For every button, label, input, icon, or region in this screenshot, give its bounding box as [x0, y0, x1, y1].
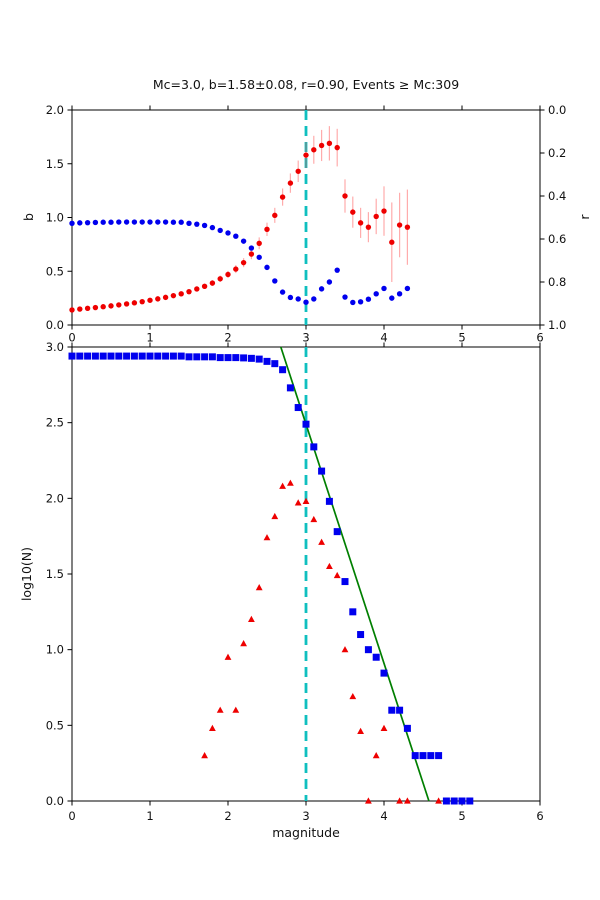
svg-text:4: 4	[380, 331, 387, 345]
svg-text:2: 2	[224, 809, 231, 823]
bottom-axes: 0 1 2 3 4 5 6 0.0 0.5 1.0 1.5 2.0 2.5 3.0	[46, 340, 544, 823]
svg-text:2: 2	[224, 331, 231, 345]
svg-text:6: 6	[536, 809, 543, 823]
svg-text:5: 5	[458, 331, 465, 345]
svg-text:0.0: 0.0	[548, 103, 566, 117]
svg-text:4: 4	[380, 809, 387, 823]
r-value-series	[69, 219, 411, 306]
svg-text:1.5: 1.5	[46, 157, 64, 171]
svg-text:1.0: 1.0	[46, 211, 64, 225]
svg-text:3: 3	[302, 809, 309, 823]
svg-text:0.4: 0.4	[548, 189, 566, 203]
svg-text:1: 1	[146, 331, 153, 345]
cumulative-series	[68, 352, 474, 805]
top-plot: 0 1 2 3 4 5 6 0.0 0.5 1.0 1.5 2.0 0.0 0.2 0.4 0.6 0.8 1.0	[46, 103, 567, 345]
svg-text:2.5: 2.5	[46, 416, 64, 430]
svg-text:2.0: 2.0	[46, 103, 64, 117]
svg-text:3: 3	[302, 331, 309, 345]
chart-title: Mc=3.0, b=1.58±0.08, r=0.90, Events ≥ Mc…	[152, 77, 460, 92]
svg-text:1: 1	[146, 809, 153, 823]
svg-text:1.0: 1.0	[548, 318, 566, 332]
b-value-series	[69, 140, 411, 313]
svg-text:6: 6	[536, 331, 543, 345]
svg-text:1.5: 1.5	[46, 567, 64, 581]
incremental-series	[201, 479, 442, 804]
svg-text:2.0: 2.0	[46, 491, 64, 505]
gr-fit-line	[279, 346, 430, 802]
svg-text:0.5: 0.5	[46, 264, 64, 278]
svg-text:0: 0	[68, 331, 75, 345]
svg-text:5: 5	[458, 809, 465, 823]
y-axis-label-b: b	[20, 213, 36, 221]
svg-text:0: 0	[68, 809, 75, 823]
svg-text:0.5: 0.5	[46, 718, 64, 732]
svg-text:0.8: 0.8	[548, 275, 566, 289]
svg-text:0.0: 0.0	[46, 318, 64, 332]
svg-text:0.6: 0.6	[548, 232, 566, 246]
svg-text:3.0: 3.0	[46, 340, 64, 354]
x-axis-label-magnitude: magnitude	[272, 825, 340, 840]
y-axis-label-r: r	[576, 214, 592, 220]
svg-text:1.0: 1.0	[46, 643, 64, 657]
b-value-errorbars	[71, 126, 408, 312]
bottom-plot: 0 1 2 3 4 5 6 0.0 0.5 1.0 1.5 2.0 2.5 3.0	[46, 340, 544, 823]
y-axis-label-log10n: log10(N)	[18, 546, 34, 602]
svg-text:0.0: 0.0	[46, 794, 64, 808]
svg-text:0.2: 0.2	[548, 146, 566, 160]
top-axes: 0 1 2 3 4 5 6 0.0 0.5 1.0 1.5 2.0 0.0 0.2 0.4 0.6 0.8 1.0	[46, 103, 567, 345]
